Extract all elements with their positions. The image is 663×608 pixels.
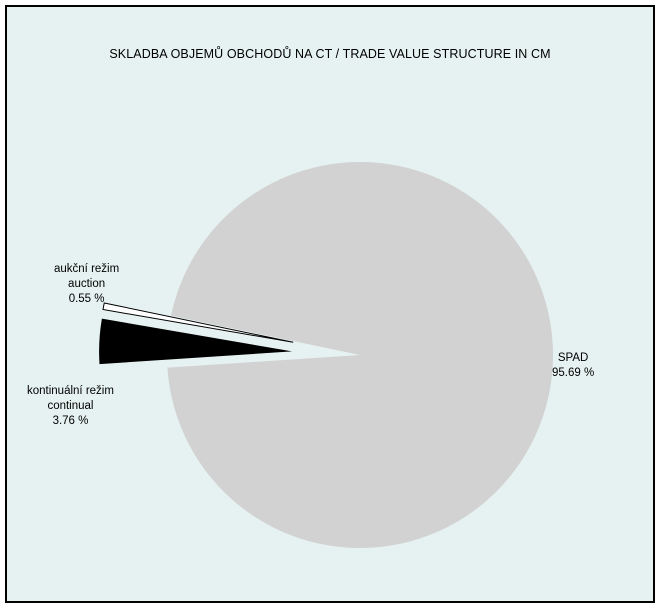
slice-label-auction-name-en: auction [68, 278, 106, 290]
slice-label-auction-value: 0.55 % [68, 293, 105, 305]
slice-label-auction: aukční režim auction 0.55 % [54, 262, 119, 307]
slice-label-continual-name-en: continual [47, 400, 94, 412]
chart-frame: SKLADBA OBJEMŮ OBCHODŮ NA CT / TRADE VAL… [5, 5, 655, 603]
slice-label-continual-value: 3.76 % [52, 415, 89, 427]
slice-label-auction-name-cz: aukční režim [54, 263, 120, 275]
slice-label-spad-value: 95.69 % [552, 367, 595, 379]
slice-label-spad: SPAD 95.69 % [552, 351, 594, 381]
slice-spad [167, 161, 554, 549]
slice-auction [102, 302, 294, 343]
slice-continual [99, 318, 293, 365]
slice-label-continual: kontinuální režim continual 3.76 % [27, 384, 114, 429]
slice-label-spad-name: SPAD [557, 352, 589, 364]
chart-title: SKLADBA OBJEMŮ OBCHODŮ NA CT / TRADE VAL… [109, 47, 551, 61]
pie-chart [99, 161, 554, 549]
slice-label-continual-name-cz: kontinuální režim [27, 385, 114, 397]
